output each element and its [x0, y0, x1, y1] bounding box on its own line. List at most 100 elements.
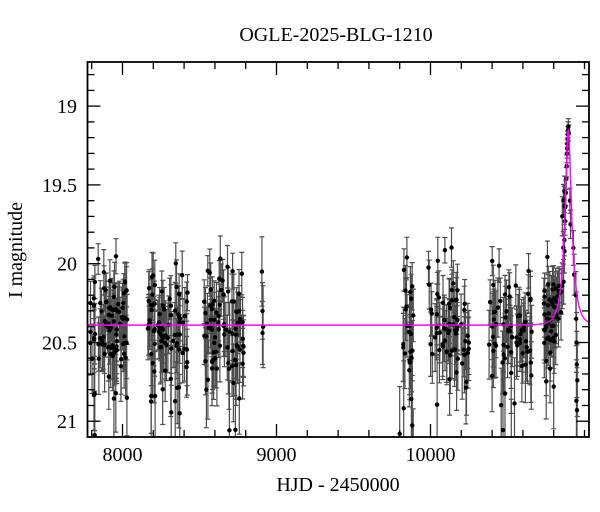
data-point: [156, 329, 161, 334]
data-point: [464, 379, 469, 385]
data-point: [146, 298, 151, 304]
data-point: [401, 406, 406, 411]
data-point: [211, 350, 216, 355]
data-point: [407, 358, 412, 363]
data-point: [162, 307, 167, 312]
data-point: [519, 363, 525, 369]
x-axis-label: HJD - 2450000: [276, 474, 399, 496]
data-point: [171, 338, 176, 344]
data-point: [544, 379, 549, 384]
data-point: [409, 396, 414, 402]
data-point: [505, 344, 510, 349]
data-point: [492, 341, 497, 346]
data-point: [509, 370, 514, 376]
data-point: [554, 299, 559, 304]
data-point: [217, 276, 222, 281]
data-point: [152, 393, 158, 399]
data-points-layer: [88, 124, 580, 437]
data-point: [174, 341, 180, 346]
data-point: [529, 329, 534, 334]
data-point: [501, 352, 506, 357]
data-point: [460, 361, 465, 366]
data-point: [231, 380, 236, 386]
data-point: [92, 337, 97, 342]
data-point: [514, 335, 519, 340]
data-point: [204, 387, 209, 392]
data-point: [547, 366, 553, 371]
data-point: [167, 296, 172, 301]
data-point: [114, 339, 120, 344]
data-point: [169, 410, 174, 415]
y-tick-label-19.5: 19.5: [42, 175, 77, 197]
data-point: [449, 287, 455, 293]
axis-ticks-layer: [87, 62, 589, 437]
data-point: [149, 351, 154, 357]
data-point: [157, 312, 162, 317]
data-point: [99, 309, 104, 314]
data-point: [551, 282, 556, 287]
y-tick-label-21: 21: [57, 411, 77, 433]
data-point: [96, 356, 102, 361]
data-point: [159, 338, 164, 344]
data-point: [453, 331, 459, 336]
data-point: [545, 303, 551, 308]
data-point: [517, 313, 522, 318]
data-point: [121, 300, 126, 306]
data-point: [409, 296, 414, 301]
data-point: [542, 340, 547, 346]
data-point: [180, 273, 185, 278]
data-point: [549, 323, 555, 329]
data-point: [548, 350, 553, 355]
data-point: [489, 373, 495, 379]
data-point: [218, 256, 223, 261]
data-point: [466, 340, 472, 345]
data-point: [111, 294, 117, 299]
data-point: [551, 296, 557, 301]
data-point: [113, 307, 118, 312]
data-point: [110, 343, 115, 348]
data-point: [555, 294, 560, 299]
data-point: [108, 351, 113, 357]
x-tick-label-8000: 8000: [103, 444, 143, 466]
data-point: [217, 343, 223, 348]
data-point: [106, 345, 111, 350]
data-point: [150, 292, 155, 297]
data-point: [259, 269, 265, 274]
data-point: [546, 311, 551, 316]
data-point: [504, 309, 509, 314]
data-point: [487, 299, 493, 305]
data-point: [212, 298, 217, 303]
data-point: [173, 399, 178, 404]
data-point: [112, 284, 117, 289]
data-point: [455, 317, 460, 322]
data-point: [455, 288, 460, 293]
data-point: [454, 327, 460, 332]
x-tick-label-10000: 10000: [406, 444, 456, 466]
data-point: [123, 355, 128, 360]
data-point: [230, 331, 235, 336]
data-point: [492, 309, 498, 314]
data-point: [528, 360, 533, 365]
data-point: [447, 377, 452, 382]
data-point: [205, 268, 210, 273]
data-point: [168, 303, 174, 308]
data-point: [233, 326, 238, 332]
data-point: [226, 289, 231, 294]
error-bar: [508, 398, 514, 437]
data-point: [177, 316, 183, 321]
data-point: [209, 366, 215, 371]
data-point: [148, 399, 154, 404]
data-point: [506, 285, 512, 290]
data-point: [92, 331, 98, 337]
data-point: [521, 325, 526, 330]
x-tick-label-9000: 9000: [257, 444, 297, 466]
data-point: [553, 332, 558, 338]
data-point: [101, 286, 107, 291]
data-point: [574, 362, 579, 367]
data-point: [88, 300, 93, 306]
data-point: [185, 290, 190, 295]
data-point: [444, 327, 449, 332]
data-point: [96, 256, 101, 262]
data-point: [495, 305, 501, 310]
data-point: [163, 368, 168, 373]
